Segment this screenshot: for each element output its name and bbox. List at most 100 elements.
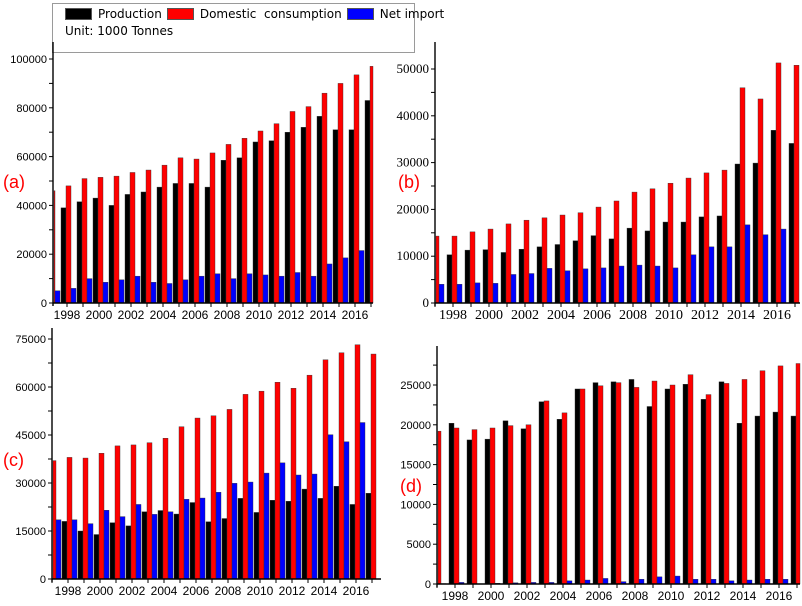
panel-c-bar-net-import-2005 [183,499,190,580]
panel-a-bar-domestic-consumption-2006 [193,158,200,304]
panel-a-bar-net-import-2000 [102,282,109,304]
panel-a-bar-net-import-2015 [342,257,349,304]
panel-d-bar-domestic-consumption-1998 [453,427,460,585]
panel-b-bar-net-import-2015 [762,234,769,304]
panel-d-bar-domestic-consumption-2007 [615,382,622,585]
panel-d-bar-net-import-2008 [638,579,645,585]
legend-label-domestic-consumption: Domestic consumption [199,7,342,21]
panel-d-bar-production-2012 [700,399,707,585]
panel-a-bar-domestic-consumption-2008 [225,144,232,304]
panel-a-bar-net-import-2013 [310,275,317,304]
panel-a-bar-net-import-2005 [182,279,189,304]
panel-a-bar-domestic-consumption-2014 [321,92,328,304]
panel-b-bar-domestic-consumption-2000 [487,228,494,304]
panel-c-bar-domestic-consumption-2007 [210,415,217,580]
panel-c-bar-production-2000 [93,534,100,580]
panel-c-bar-production-1998 [61,521,68,580]
panel-d-bar-domestic-consumption-2016 [777,365,784,585]
panel-d-bar-domestic-consumption-2012 [705,394,712,585]
panel-b-bar-net-import-2012 [708,246,715,304]
panel-a-bar-production-2015 [332,129,339,304]
panel-b-bar-domestic-consumption-2016 [775,62,782,304]
panel-d-bar-domestic-consumption-2013 [723,383,730,585]
panel-b-x-tick-label: 2010 [655,308,683,323]
panel-a-bar-production-2009 [236,157,243,304]
panel-b-x-tick-label: 2004 [547,308,575,323]
panel-d-bar-production-2000 [484,438,491,585]
panel-a-x-tick-label: 2002 [118,308,145,322]
panel-d-bar-domestic-consumption-2015 [759,370,766,585]
panel-c-x-tick-label: 2008 [215,584,242,598]
panel-c-bar-net-import-2012 [295,474,302,580]
panel-b-bar-production-2000 [482,249,489,304]
panel-c-bar-production-2013 [301,488,308,580]
panel-a-y-tick-label: 0 [41,298,47,310]
panel-a-x-tick-label: 2016 [342,308,369,322]
panel-c-bar-production-2004 [157,510,164,580]
panel-d-x-tick-label: 2016 [766,589,793,603]
panel-b-bar-net-import-2011 [690,254,697,304]
panel-d-bar-domestic-consumption-2000 [489,427,496,585]
panel-c-bar-net-import-2014 [327,434,334,580]
panel-a-bar-domestic-consumption-2009 [241,138,248,304]
panel-b-x-tick-label: 2000 [475,308,503,323]
panel-c-y-tick-label: 0 [40,574,46,586]
panel-b-bar-production-1999 [464,249,471,304]
panel-b-bar-net-import-2003 [546,268,553,304]
panel-c-x-tick-label: 2014 [311,584,338,598]
panel-a-bar-domestic-consumption-2017 [369,66,374,304]
panel-a-bar-net-import-1997 [54,290,61,304]
panel-a-bar-production-2006 [188,183,195,304]
panel-a-bar-net-import-2007 [214,273,221,304]
panel-a-x-tick-label: 2006 [182,308,209,322]
legend-swatch-net-import [346,8,374,20]
panel-c-bar-domestic-consumption-1997 [52,460,57,580]
panel-b-bar-domestic-consumption-2008 [631,191,638,304]
panel-b-bar-production-2003 [536,246,543,304]
panel-b-bar-production-2009 [644,230,651,304]
panel-c-bar-domestic-consumption-2005 [178,426,185,580]
panel-d-x-tick-label: 2000 [478,589,505,603]
panel-d-bar-production-2004 [556,419,563,585]
panel-b-bar-domestic-consumption-2015 [757,98,764,304]
panel-c-x-tick-label: 2010 [247,584,274,598]
panel-a-bar-domestic-consumption-1999 [81,178,88,304]
panel-a-bar-domestic-consumption-2007 [209,152,216,304]
panel-a-bar-domestic-consumption-2012 [289,111,296,304]
panel-d-bar-production-2009 [646,406,653,585]
panel-d-x-tick-label: 2004 [550,589,577,603]
panel-d-bar-domestic-consumption-2001 [507,425,514,585]
panel-d-bar-production-2017 [790,415,797,585]
panel-b-bar-net-import-2010 [672,267,679,304]
panel-b-bar-domestic-consumption-1997 [435,235,440,304]
panel-b-y-tick-label: 40000 [397,108,430,123]
panel-a-bar-production-2016 [348,129,355,304]
panel-c-bar-net-import-2009 [247,481,254,580]
panel-d-bar-domestic-consumption-2017 [795,363,801,585]
panel-a-x-tick-label: 1998 [54,308,81,322]
legend-label-net-import: Net import [379,7,445,21]
panel-b-y-tick-label: 50000 [397,61,430,76]
panel-b-bar-domestic-consumption-2014 [739,87,746,304]
panel-a-x-tick-label: 2010 [246,308,273,322]
panel-a-bar-domestic-consumption-2016 [353,74,360,304]
panel-b-bar-net-import-1998 [456,284,463,304]
panel-c-bar-production-2006 [189,502,196,580]
panel-a-label: (a) [3,172,25,192]
panel-a-x-tick-label: 2008 [214,308,241,322]
legend: Production Domestic consumption Net impo… [52,3,444,53]
panel-c-bar-domestic-consumption-2002 [130,444,137,580]
legend-swatch-production [65,8,92,20]
panel-a-bar-production-1999 [76,201,83,304]
panel-c-bar-production-2001 [109,522,116,580]
panel-c-y-tick-label: 60000 [15,382,46,394]
panel-b-x-tick-label: 2014 [727,308,755,323]
panel-a-y-tick-label: 80000 [16,103,47,115]
panel-a-bar-net-import-2012 [294,272,301,304]
panel-c-bar-production-2008 [221,518,228,580]
panel-d-x-tick-label: 2006 [586,589,613,603]
panel-b-bar-production-2016 [770,130,777,304]
panel-d-x-tick-label: 2014 [730,589,757,603]
panel-d-y-tick-label: 5000 [407,539,431,551]
panel-b-bar-domestic-consumption-1998 [451,235,458,304]
